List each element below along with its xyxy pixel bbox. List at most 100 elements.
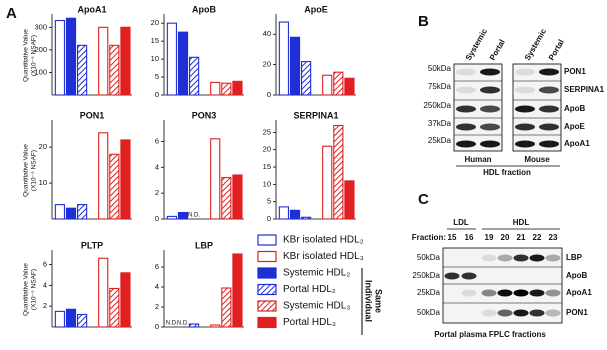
bar (177, 211, 189, 220)
lane-label: 15 (448, 233, 457, 242)
bar (120, 139, 131, 220)
band (529, 289, 545, 297)
band (481, 309, 497, 317)
bar (98, 26, 109, 96)
band (480, 86, 500, 94)
y-tick-label: 20 (263, 60, 271, 69)
y-tick-label: 10 (39, 178, 47, 187)
y-tick-label: 4 (155, 162, 159, 171)
y-axis-label: (X10⁻⁵ NSAF) (31, 269, 38, 310)
protein-label: ApoE (564, 122, 586, 131)
lane-label: 23 (549, 233, 558, 242)
bar (54, 19, 65, 96)
band (481, 254, 497, 262)
bar (177, 31, 189, 96)
bracket-label: Same (374, 289, 384, 313)
marker-label: 25kDa (428, 136, 452, 145)
bar (301, 61, 312, 96)
group-label: Human (464, 155, 491, 164)
band (515, 86, 535, 94)
bar (54, 310, 65, 328)
bar (278, 21, 289, 96)
band (461, 272, 477, 280)
bar (221, 177, 232, 220)
band (481, 289, 497, 297)
protein-label: ApoB (564, 104, 586, 113)
marker-label: 50kDa (417, 308, 441, 317)
lane-label: 22 (533, 233, 542, 242)
caption: Portal plasma FPLC fractions (434, 330, 546, 339)
marker-label: 50kDa (417, 253, 441, 262)
band (545, 254, 561, 262)
y-tick-label: 20 (263, 145, 271, 154)
marker-label: 37kDa (428, 119, 452, 128)
legend-swatch (257, 234, 277, 246)
legend-label: Portal HDL₃ (283, 317, 336, 328)
legend-swatch (257, 250, 277, 263)
chart-title: PON1 (80, 110, 105, 120)
y-tick-label: 25 (263, 127, 271, 136)
y-axis-label: (X10⁻⁵ NSAF) (31, 150, 38, 191)
chart-title: ApoB (192, 4, 216, 14)
protein-label: PON1 (566, 308, 588, 317)
band (461, 289, 477, 297)
band (480, 123, 500, 131)
marker-label: 75kDa (428, 82, 452, 91)
bar (109, 287, 120, 328)
protein-label: PON1 (564, 67, 586, 76)
band (515, 123, 535, 131)
panel-label: C (418, 191, 429, 208)
protein-label: ApoB (566, 271, 588, 280)
bar (65, 308, 77, 328)
chart-title: ApoE (304, 4, 328, 14)
bar (344, 180, 355, 220)
y-tick-label: 5 (155, 72, 159, 81)
legend-label: Systemic HDL₃ (283, 301, 350, 312)
y-tick-label: 0 (267, 214, 271, 223)
lane-label: 21 (517, 233, 526, 242)
y-tick-label: 10 (263, 179, 271, 188)
band (513, 254, 529, 262)
legend-swatch (257, 316, 277, 329)
bar (278, 206, 289, 220)
y-tick-label: 200 (34, 45, 47, 54)
bar (54, 204, 65, 220)
protein-label: ApoA1 (566, 288, 592, 297)
bar (77, 44, 88, 96)
bar (65, 207, 77, 220)
lane-label: 20 (501, 233, 510, 242)
lane-label: 19 (485, 233, 494, 242)
y-tick-label: 10 (151, 54, 159, 63)
bar (333, 71, 344, 96)
chart-title: PON3 (192, 110, 217, 120)
band (539, 105, 559, 113)
lane-label: Portal (488, 38, 507, 62)
bar (77, 204, 88, 220)
chart-title: ApoA1 (78, 4, 107, 14)
bar (289, 36, 301, 96)
legend-swatch (257, 283, 277, 296)
panel-label: B (418, 13, 429, 30)
legend-label: KBr isolated HDL₂ (283, 235, 364, 246)
band (515, 140, 535, 148)
chart-title: SERPINA1 (293, 110, 338, 120)
band (497, 254, 513, 262)
y-axis-label: Quantitative Value (23, 263, 30, 316)
band (480, 105, 500, 113)
bar (232, 80, 243, 96)
bar (322, 74, 333, 96)
band (456, 123, 476, 131)
bar (98, 257, 109, 328)
fraction-label: HDL fraction (483, 168, 531, 177)
legend-swatch (257, 300, 277, 312)
y-tick-label: 6 (155, 262, 159, 271)
band (515, 105, 535, 113)
lane-label: Portal (547, 38, 566, 62)
band (539, 68, 559, 76)
y-tick-label: 20 (151, 18, 159, 27)
bar (210, 324, 221, 328)
bar (210, 138, 221, 220)
bar (221, 287, 232, 328)
band (529, 254, 545, 262)
y-axis-label: Quantitative Value (23, 29, 30, 82)
